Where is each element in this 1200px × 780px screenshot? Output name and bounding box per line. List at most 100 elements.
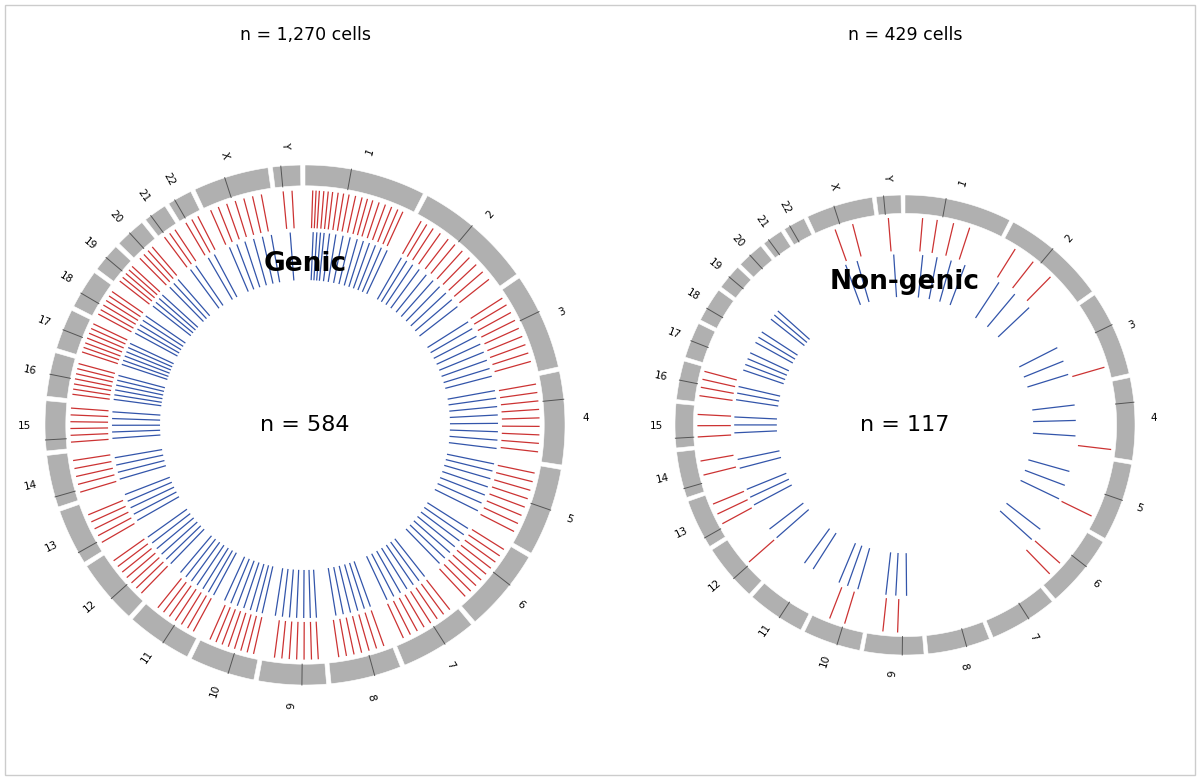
Polygon shape [1080, 295, 1129, 378]
Text: 21: 21 [754, 214, 769, 230]
Text: 6: 6 [1090, 578, 1102, 590]
Polygon shape [397, 608, 472, 665]
Text: Y: Y [280, 141, 290, 148]
Polygon shape [1090, 461, 1132, 538]
Polygon shape [986, 587, 1052, 637]
Polygon shape [876, 195, 901, 215]
Text: n = 429 cells: n = 429 cells [847, 26, 962, 44]
Polygon shape [73, 272, 112, 316]
Text: 21: 21 [136, 187, 151, 204]
Polygon shape [926, 622, 990, 654]
Text: 15: 15 [18, 421, 31, 431]
Polygon shape [721, 268, 751, 298]
Text: 5: 5 [564, 514, 574, 526]
Polygon shape [329, 647, 401, 684]
Text: 18: 18 [58, 271, 74, 285]
Text: 9: 9 [888, 669, 898, 677]
Polygon shape [97, 246, 131, 282]
Text: 16: 16 [22, 364, 37, 377]
Polygon shape [864, 633, 924, 655]
Text: 20: 20 [730, 233, 746, 250]
Polygon shape [1112, 378, 1135, 460]
Polygon shape [905, 195, 1009, 236]
Text: 12: 12 [707, 577, 724, 594]
Text: 8: 8 [366, 693, 377, 702]
Polygon shape [676, 403, 695, 448]
Text: 22: 22 [162, 171, 178, 187]
Polygon shape [47, 453, 78, 507]
Text: 12: 12 [82, 598, 98, 614]
Text: 11: 11 [139, 649, 155, 665]
Polygon shape [169, 191, 200, 222]
Text: 19: 19 [707, 257, 724, 273]
Text: 14: 14 [23, 480, 38, 492]
Polygon shape [86, 555, 143, 616]
Text: Y: Y [882, 174, 893, 181]
Polygon shape [194, 168, 271, 208]
Text: Genic: Genic [264, 251, 347, 277]
Text: 7: 7 [444, 660, 456, 671]
Text: n = 117: n = 117 [860, 415, 949, 435]
Text: Non-genic: Non-genic [830, 269, 980, 296]
Polygon shape [685, 324, 715, 363]
Polygon shape [119, 222, 155, 258]
Polygon shape [701, 290, 733, 328]
Text: 4: 4 [1150, 413, 1157, 424]
Polygon shape [47, 353, 76, 399]
Polygon shape [191, 640, 258, 680]
Polygon shape [712, 540, 762, 594]
Text: 2: 2 [485, 208, 497, 220]
Text: 8: 8 [958, 662, 970, 671]
Polygon shape [677, 450, 704, 498]
Text: 13: 13 [673, 525, 689, 540]
Text: 10: 10 [209, 683, 222, 699]
Polygon shape [808, 197, 875, 233]
Text: 11: 11 [757, 622, 773, 639]
Polygon shape [539, 371, 565, 465]
Text: 18: 18 [685, 287, 702, 303]
Polygon shape [752, 583, 809, 630]
Text: 1: 1 [365, 147, 377, 157]
Text: 13: 13 [43, 539, 60, 554]
Polygon shape [305, 165, 424, 212]
Text: 5: 5 [1134, 503, 1144, 515]
Polygon shape [56, 310, 90, 354]
Text: n = 1,270 cells: n = 1,270 cells [240, 26, 371, 44]
Text: 3: 3 [557, 307, 568, 318]
Text: 17: 17 [666, 326, 682, 340]
Polygon shape [514, 466, 562, 553]
Text: 7: 7 [1027, 632, 1039, 643]
Polygon shape [1043, 533, 1103, 599]
Text: 6: 6 [515, 599, 527, 611]
Text: 4: 4 [582, 413, 589, 423]
Polygon shape [785, 218, 812, 245]
Text: 10: 10 [818, 653, 833, 668]
Polygon shape [46, 401, 67, 451]
Polygon shape [418, 196, 517, 286]
Polygon shape [258, 661, 326, 685]
Polygon shape [462, 547, 529, 622]
Text: 19: 19 [82, 236, 98, 252]
Text: 15: 15 [650, 420, 664, 431]
Polygon shape [688, 495, 725, 547]
Text: 20: 20 [108, 209, 125, 225]
Text: 17: 17 [36, 314, 52, 328]
Polygon shape [145, 206, 176, 236]
Polygon shape [677, 361, 702, 402]
Polygon shape [1004, 222, 1092, 302]
Polygon shape [132, 604, 197, 657]
Text: 1: 1 [958, 179, 968, 188]
Polygon shape [60, 505, 102, 562]
Polygon shape [740, 246, 773, 277]
Text: 22: 22 [778, 199, 793, 215]
Polygon shape [764, 232, 791, 258]
Text: 16: 16 [654, 370, 668, 383]
Polygon shape [272, 165, 301, 188]
Text: 9: 9 [286, 702, 296, 709]
Text: X: X [218, 151, 230, 161]
Text: 2: 2 [1063, 232, 1075, 244]
Text: n = 584: n = 584 [260, 415, 349, 435]
Text: 3: 3 [1128, 319, 1138, 331]
Polygon shape [503, 278, 558, 371]
Polygon shape [804, 615, 863, 651]
